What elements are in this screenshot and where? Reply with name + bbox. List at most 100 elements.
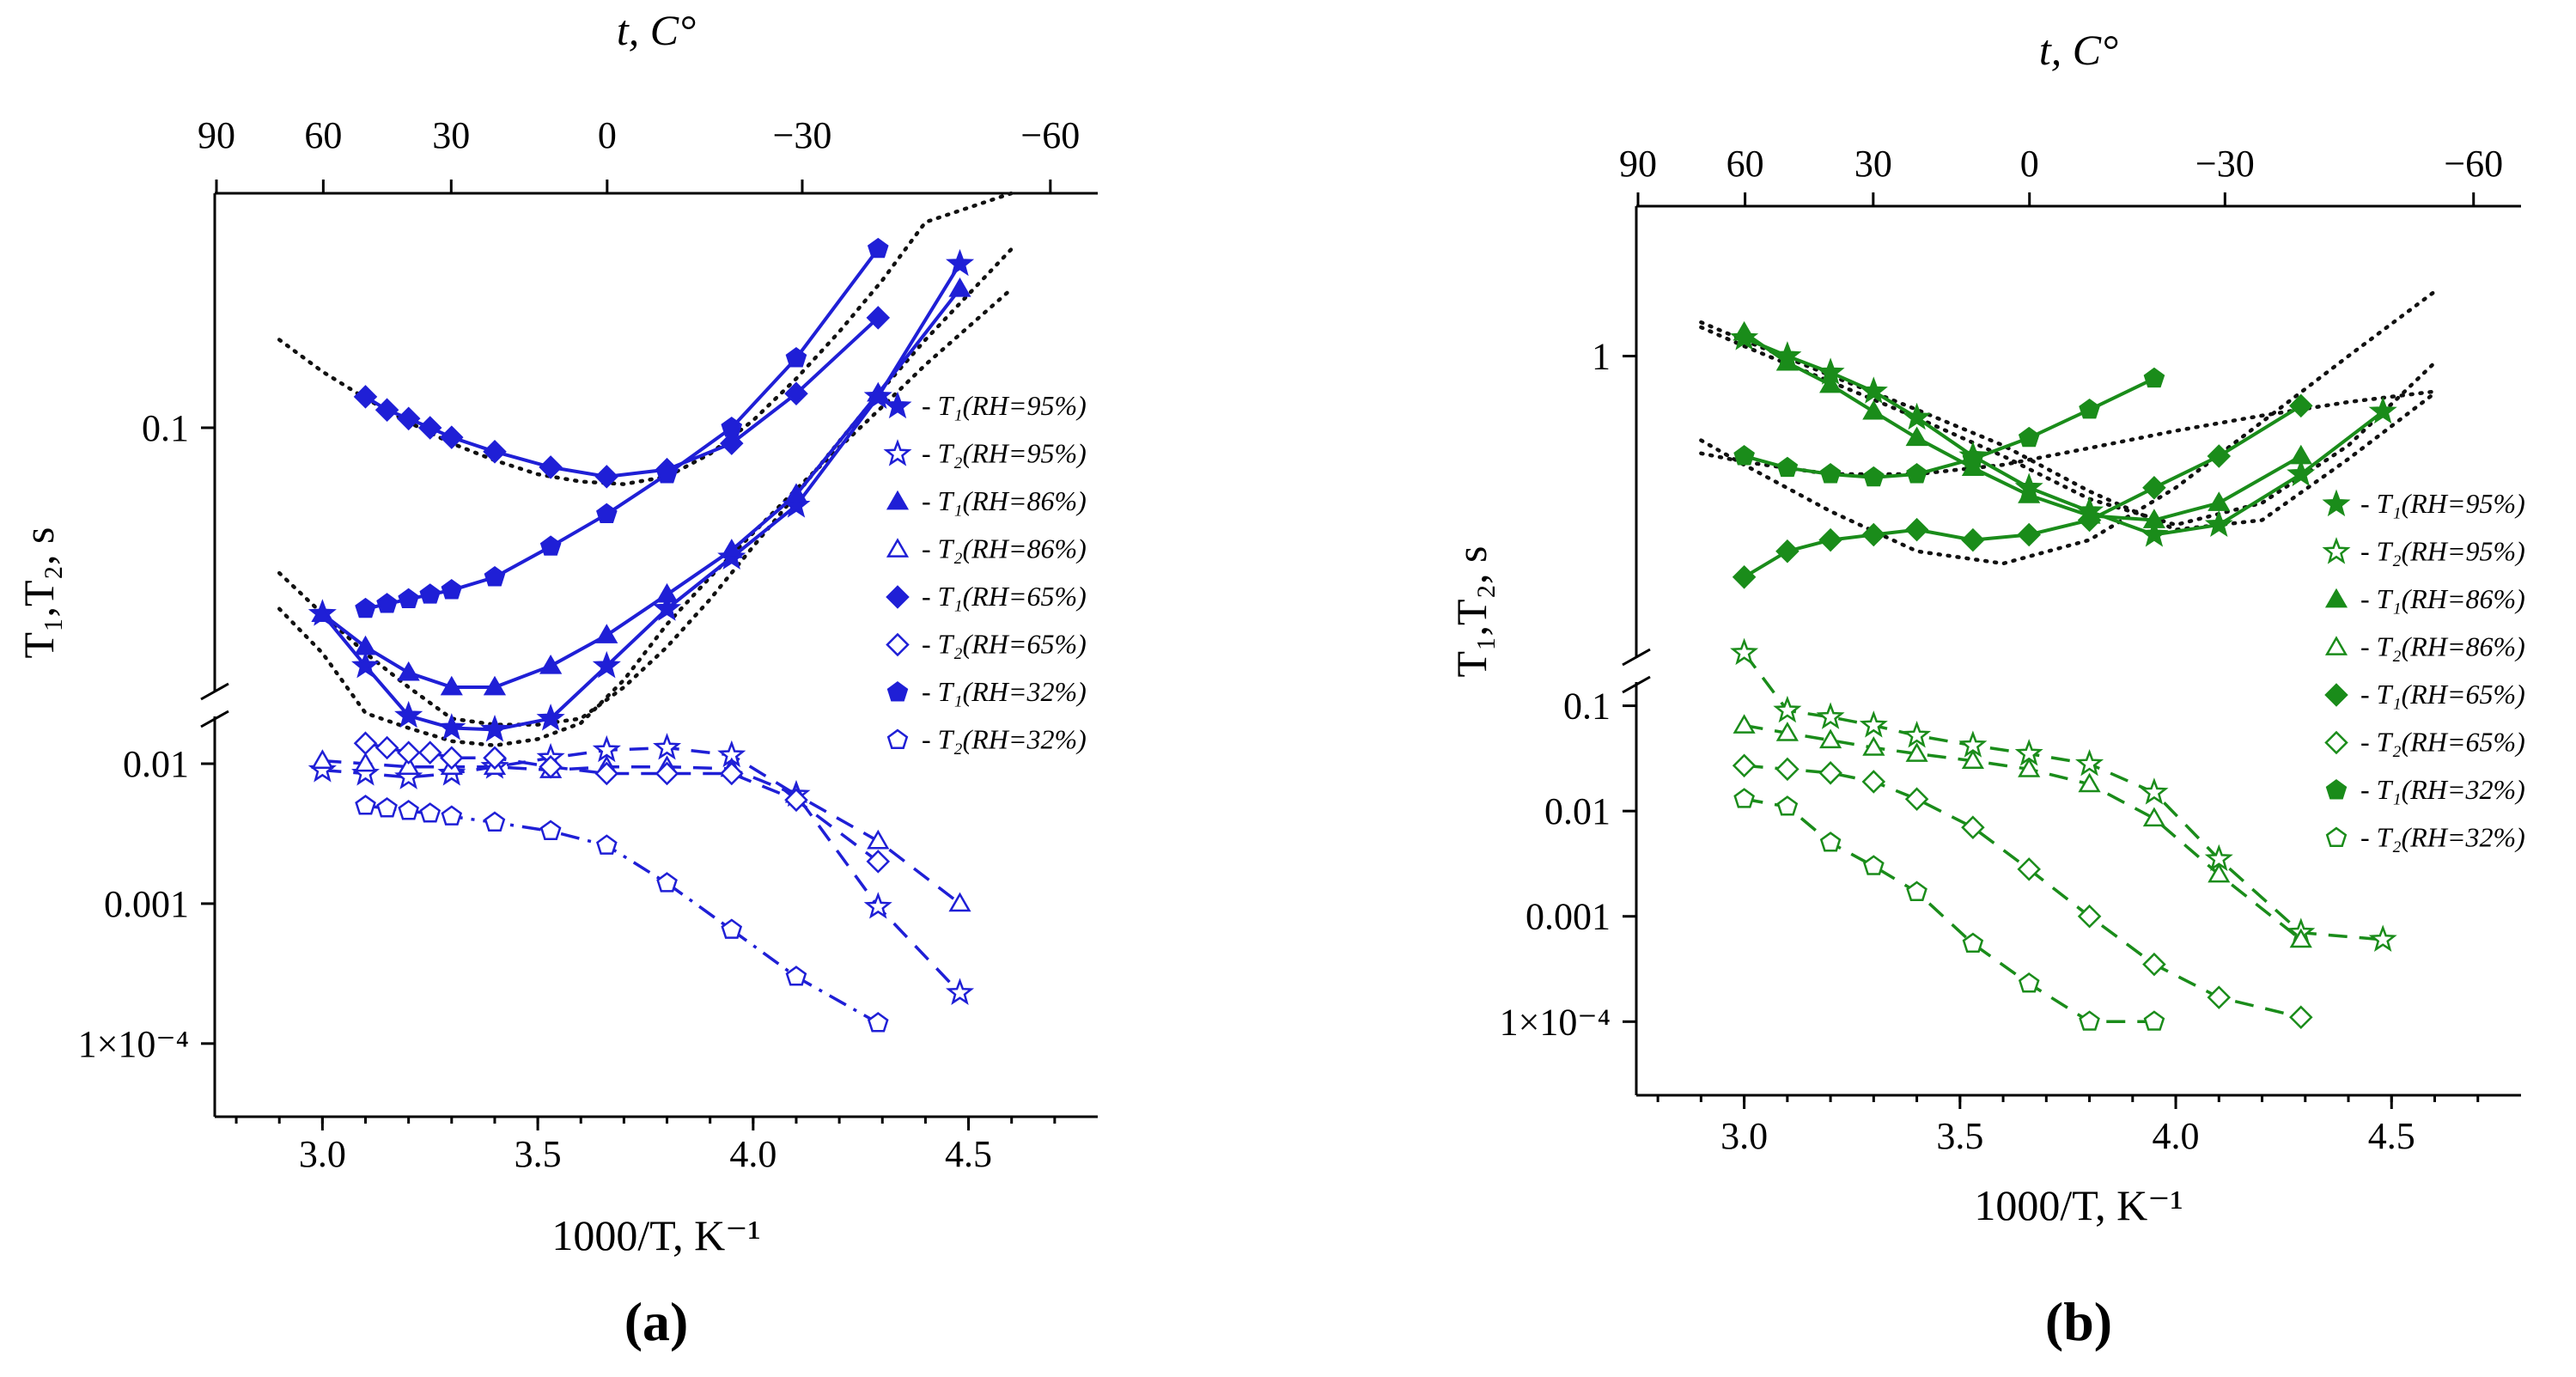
y-tick-label: 0.001 <box>104 883 189 925</box>
series-line <box>365 804 880 1025</box>
legend-marker <box>2324 730 2348 755</box>
data-point <box>483 746 507 771</box>
legend-label: - T₁(RH=95%) <box>2360 488 2525 519</box>
legend-marker <box>2324 683 2348 707</box>
series-line <box>1744 764 2302 1019</box>
data-point <box>2078 772 2101 793</box>
legend-marker <box>886 585 910 609</box>
data-point <box>1905 426 1928 447</box>
data-point <box>1818 527 1842 552</box>
data-point <box>417 416 442 440</box>
data-point <box>1961 527 1985 552</box>
data-point <box>866 850 891 874</box>
data-point <box>353 385 378 409</box>
data-point <box>2018 972 2040 993</box>
data-point <box>2207 444 2232 468</box>
data-point <box>484 811 506 832</box>
fit-curve <box>1699 320 2437 532</box>
data-point <box>1776 456 1799 478</box>
data-point <box>1732 753 1757 778</box>
data-point <box>419 583 442 604</box>
x-tick-label: 4.5 <box>945 1133 992 1175</box>
panel-label: (b) <box>2045 1291 2112 1352</box>
series-t2-rh-32- <box>1733 788 2165 1031</box>
data-point <box>536 704 565 731</box>
legend-marker <box>2322 537 2351 564</box>
series-t1-rh-65- <box>353 306 891 489</box>
data-point <box>441 805 463 826</box>
series-line <box>322 746 961 995</box>
series-line <box>1743 331 2302 522</box>
data-point <box>539 819 562 840</box>
data-point <box>1905 742 1928 762</box>
data-point <box>596 834 618 855</box>
data-point <box>594 761 619 786</box>
legend-label: - T₁(RH=65%) <box>922 581 1087 612</box>
data-point <box>595 624 618 643</box>
x-tick-label: 4.0 <box>729 1133 776 1175</box>
top-tick-label: 90 <box>1619 143 1657 185</box>
data-point <box>2140 777 2169 805</box>
data-point <box>1733 320 1756 341</box>
data-point <box>354 635 377 655</box>
data-point <box>1730 637 1759 666</box>
series-t2-rh-86- <box>311 749 971 912</box>
axis-break-mark <box>200 710 229 728</box>
data-point <box>2142 476 2166 500</box>
y-tick-label: 1×10⁻⁴ <box>1500 1001 1611 1043</box>
legend-label: - T₁(RH=32%) <box>2360 774 2525 805</box>
data-point <box>480 715 509 742</box>
data-point <box>437 713 466 740</box>
series-t1-rh-95- <box>1730 323 2397 547</box>
data-point <box>1819 832 1842 852</box>
data-point <box>396 740 421 765</box>
data-point <box>2142 952 2166 977</box>
data-point <box>1903 402 1932 430</box>
x-tick-label: 3.0 <box>1720 1115 1768 1157</box>
legend-marker <box>886 681 909 702</box>
data-point <box>785 347 807 368</box>
series-t2-rh-65- <box>1732 753 2313 1029</box>
data-point <box>1733 714 1756 734</box>
data-point <box>1904 787 1929 811</box>
data-point <box>440 425 464 449</box>
data-point <box>867 1012 889 1033</box>
series-line <box>321 288 962 689</box>
series-t1-rh-32- <box>1733 367 2165 487</box>
series-t2-rh-65- <box>353 731 891 874</box>
data-point <box>1906 880 1927 901</box>
data-point <box>1732 565 1757 589</box>
data-point <box>948 277 971 297</box>
data-point <box>2017 522 2041 547</box>
series-t2-rh-95- <box>308 733 975 1006</box>
legend-label: - T₁(RH=95%) <box>922 390 1087 421</box>
series-t2-rh-95- <box>1730 637 2397 953</box>
data-point <box>2018 484 2041 503</box>
data-point <box>867 381 890 402</box>
data-point <box>2079 1010 2100 1031</box>
legend-label: - T₂(RH=32%) <box>922 724 1087 755</box>
data-point <box>1818 761 1842 785</box>
y-tick-label: 0.001 <box>1526 896 1611 938</box>
axis-break-mark <box>1622 648 1651 667</box>
x-axis-title: 1000/T, K⁻¹ <box>1974 1181 2183 1229</box>
data-point <box>720 539 743 558</box>
x-tick-label: 3.5 <box>1936 1115 1983 1157</box>
data-point <box>376 797 398 818</box>
data-point <box>1861 770 1886 794</box>
data-point <box>1859 376 1888 404</box>
data-point <box>1775 350 1799 371</box>
data-point <box>784 381 808 405</box>
panel-label: (a) <box>624 1291 689 1352</box>
y-tick-label: 0.01 <box>1544 790 1611 832</box>
top-tick-label: 30 <box>432 114 470 156</box>
top-tick-label: 0 <box>598 114 617 156</box>
y-tick-label: 0.1 <box>1563 685 1611 728</box>
legend-label: - T₁(RH=32%) <box>922 676 1087 707</box>
legend-label: - T₂(RH=95%) <box>2360 536 2525 567</box>
fit-curve <box>277 191 1014 486</box>
legend-marker <box>2325 779 2348 800</box>
legend-label: - T₂(RH=86%) <box>922 533 1087 564</box>
series-line <box>1744 376 2155 479</box>
